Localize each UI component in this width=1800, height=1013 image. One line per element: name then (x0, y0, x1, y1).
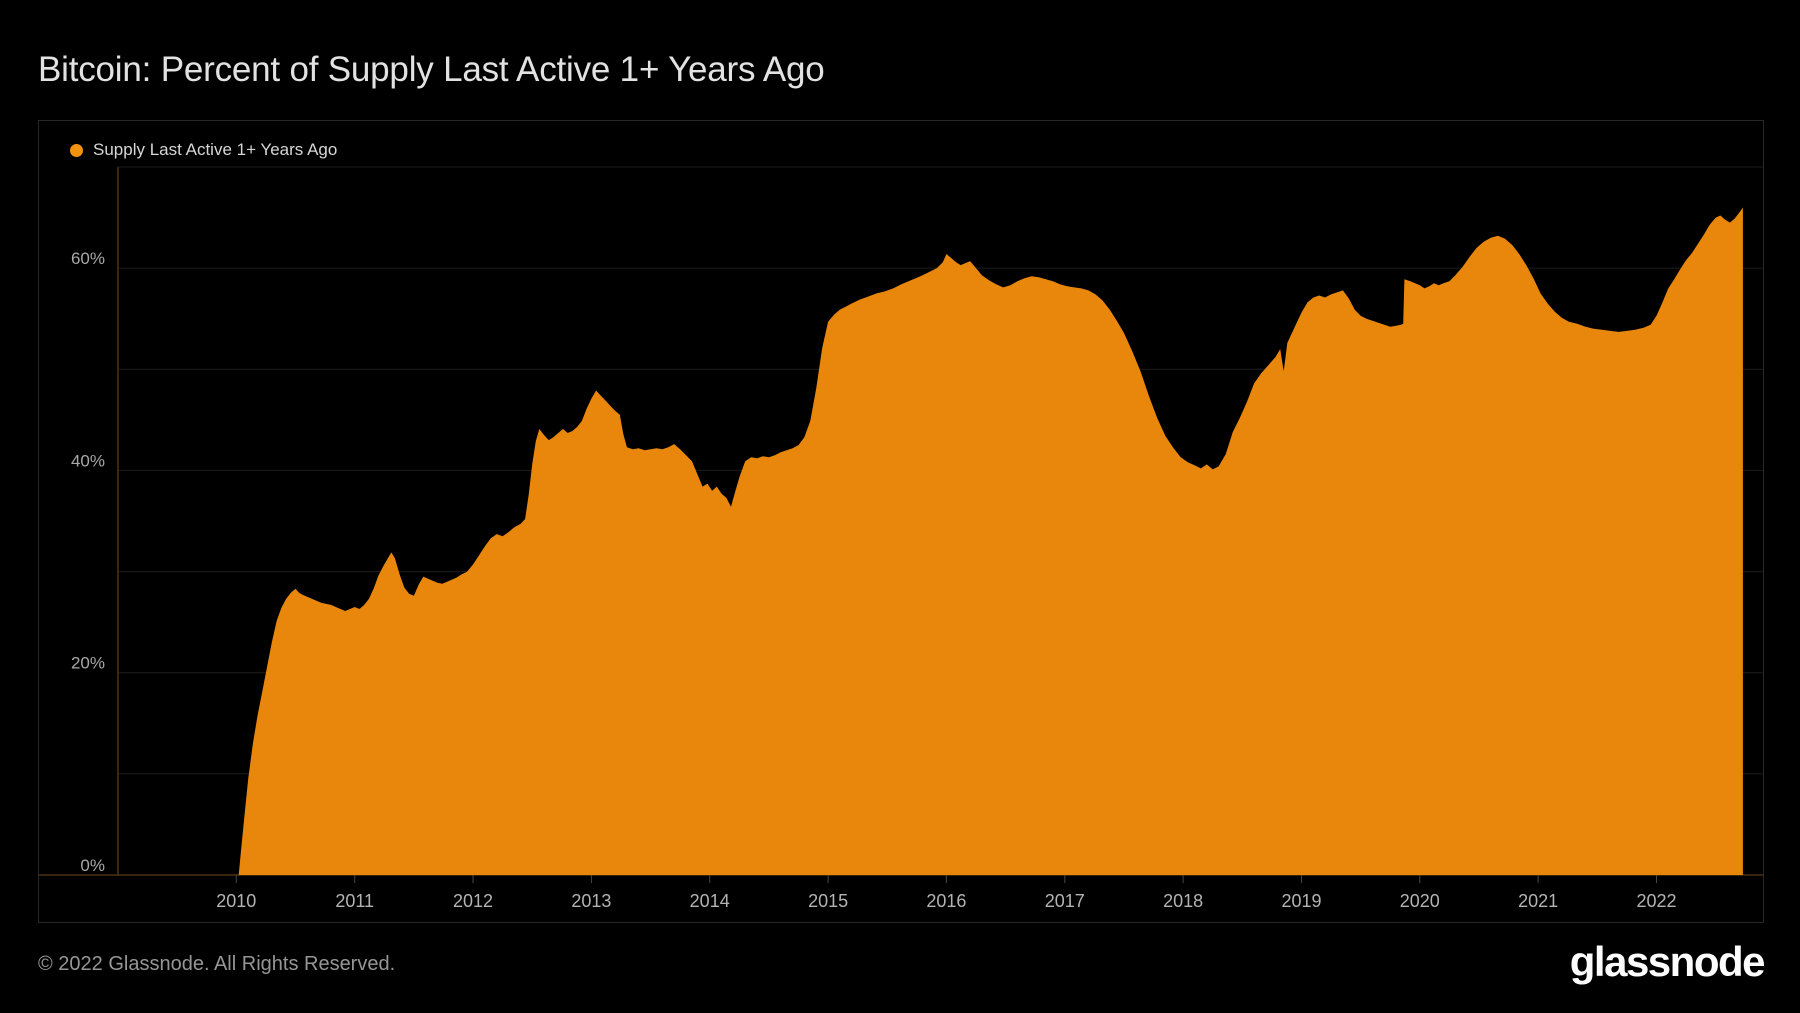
x-tick-label: 2021 (1518, 891, 1558, 911)
copyright-text: © 2022 Glassnode. All Rights Reserved. (38, 953, 396, 975)
x-tick-label: 2022 (1636, 891, 1676, 911)
x-tick-label: 2010 (216, 891, 256, 911)
y-tick-label: 60% (71, 249, 105, 268)
x-tick-label: 2018 (1163, 891, 1203, 911)
x-tick-label: 2019 (1281, 891, 1321, 911)
y-tick-label: 0% (80, 856, 105, 875)
supply-area-series (238, 207, 1743, 875)
y-tick-label: 20% (71, 654, 105, 673)
x-tick-label: 2015 (808, 891, 848, 911)
legend-label: Supply Last Active 1+ Years Ago (93, 140, 338, 159)
x-tick-label: 2011 (335, 891, 374, 911)
x-tick-label: 2017 (1045, 891, 1085, 911)
chart-panel: 2010 2011 2012 2013 2014 2015 2016 2017 2018 2019… (38, 120, 1764, 923)
y-tick-label: 40% (71, 451, 105, 470)
legend-dot-icon (70, 143, 83, 157)
x-tick-label: 2012 (453, 891, 493, 911)
x-tick-label: 2020 (1400, 891, 1440, 911)
x-tick-label: 2014 (690, 891, 730, 911)
x-tick-label: 2016 (926, 891, 966, 911)
page-title: Bitcoin: Percent of Supply Last Active 1… (38, 50, 825, 89)
glassnode-logo: glassnode (1569, 938, 1766, 985)
legend-item-supply[interactable]: Supply Last Active 1+ Years Ago (70, 140, 337, 160)
supply-area-chart[interactable]: 2010 2011 2012 2013 2014 2015 2016 2017 2018 2019… (39, 121, 1763, 922)
x-tick-label: 2013 (571, 891, 611, 911)
